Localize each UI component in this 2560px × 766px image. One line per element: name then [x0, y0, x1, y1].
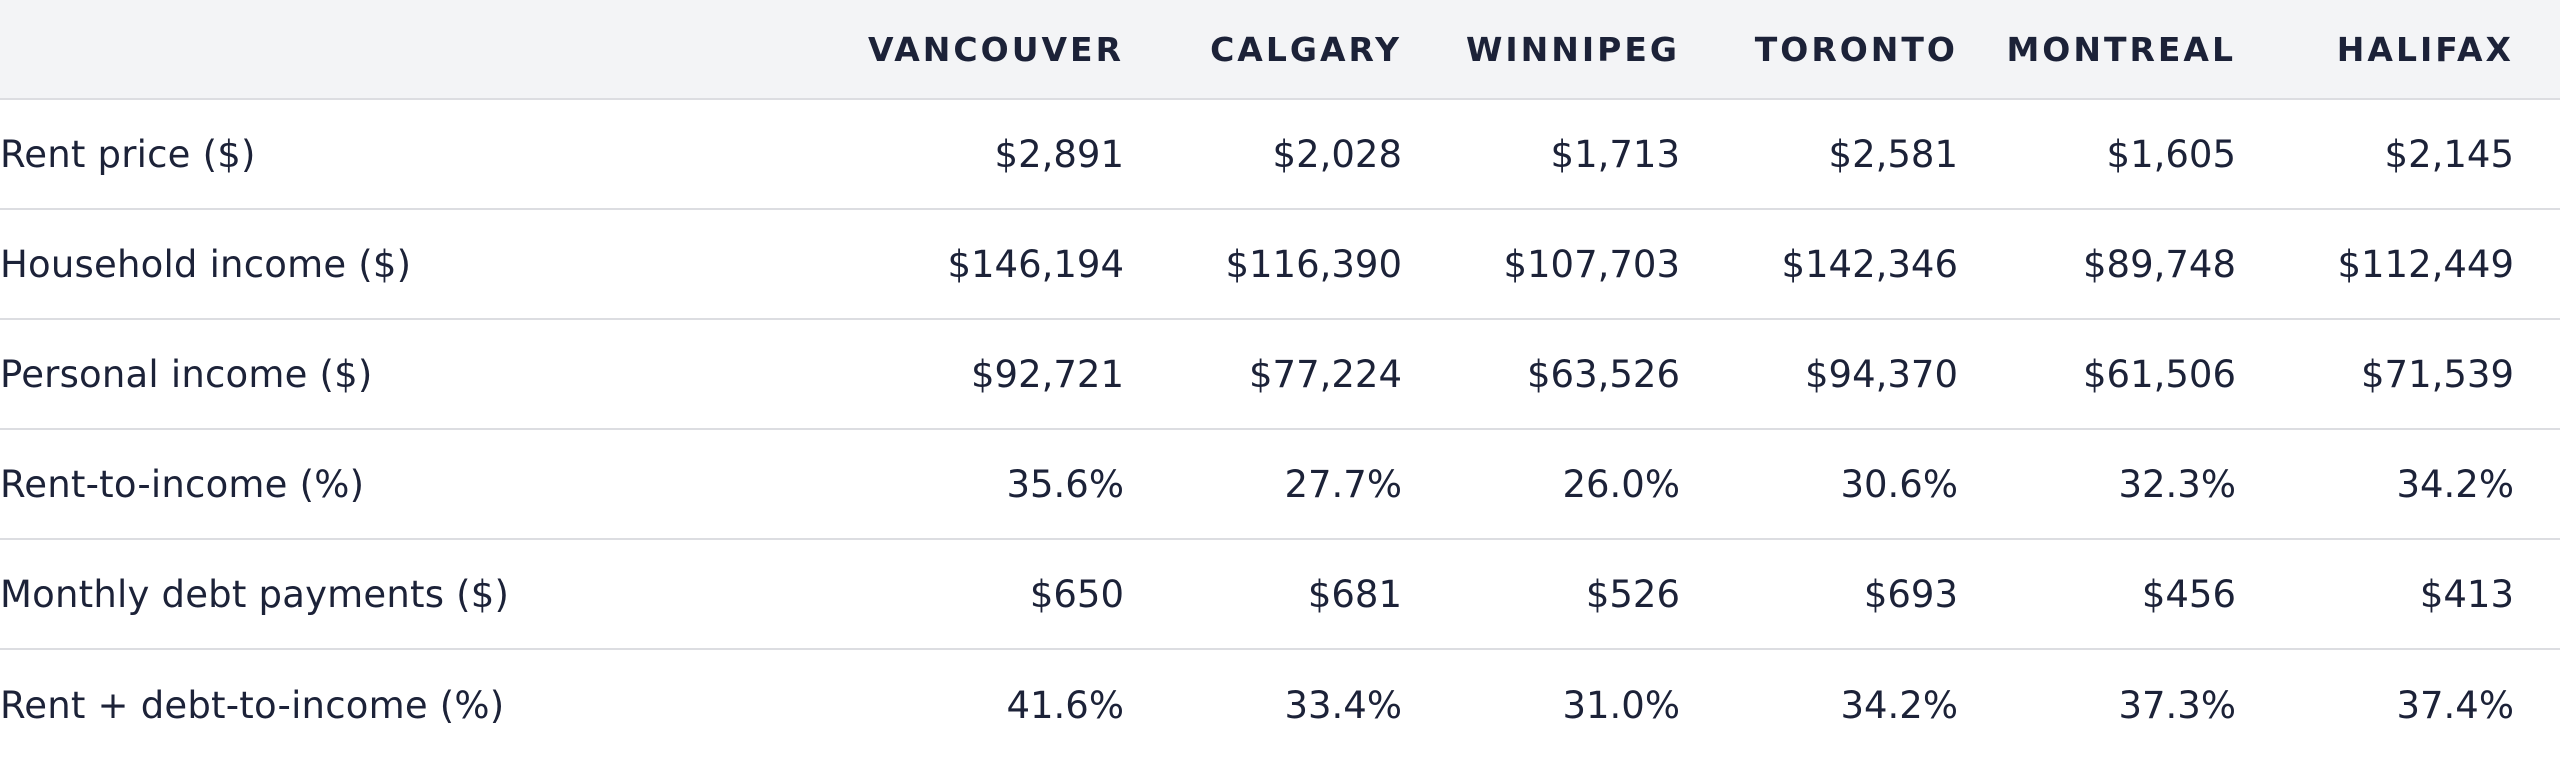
- row-label: Personal income ($): [0, 352, 373, 396]
- table-cell: $94,370: [1804, 352, 1958, 396]
- column-header-halifax: HALIFAX: [2336, 29, 2514, 69]
- table-row: Rent price ($) $2,891 $2,028 $1,713 $2,5…: [0, 100, 2560, 210]
- table-cell: $107,703: [1503, 242, 1680, 286]
- column-header-calgary: CALGARY: [1210, 29, 1402, 69]
- table-cell: 41.6%: [1006, 683, 1124, 727]
- table-cell: $112,449: [2337, 242, 2514, 286]
- column-header-winnipeg: WINNIPEG: [1465, 29, 1680, 69]
- table-cell: $456: [2141, 572, 2236, 616]
- table-cell: $71,539: [2360, 352, 2514, 396]
- table-cell: $1,713: [1550, 132, 1680, 176]
- table-cell: $77,224: [1248, 352, 1402, 396]
- table-header-row: VANCOUVER CALGARY WINNIPEG TORONTO MONTR…: [0, 0, 2560, 100]
- table-row: Household income ($) $146,194 $116,390 $…: [0, 210, 2560, 320]
- table-cell: 33.4%: [1284, 683, 1402, 727]
- table-cell: $92,721: [970, 352, 1124, 396]
- table-cell: $650: [1029, 572, 1124, 616]
- row-label: Household income ($): [0, 242, 412, 286]
- table-cell: $526: [1585, 572, 1680, 616]
- column-header-vancouver: VANCOUVER: [867, 29, 1124, 69]
- table-cell: $63,526: [1526, 352, 1680, 396]
- header-corner-cell: [0, 0, 860, 100]
- table-cell: $2,145: [2384, 132, 2514, 176]
- table-row: Personal income ($) $92,721 $77,224 $63,…: [0, 320, 2560, 430]
- table-cell: 32.3%: [2118, 462, 2236, 506]
- table-cell: $2,581: [1828, 132, 1958, 176]
- table-cell: $693: [1863, 572, 1958, 616]
- column-header-toronto: TORONTO: [1754, 29, 1958, 69]
- row-label: Rent price ($): [0, 132, 256, 176]
- table-cell: $1,605: [2106, 132, 2236, 176]
- row-label: Monthly debt payments ($): [0, 572, 510, 616]
- table-cell: 35.6%: [1006, 462, 1124, 506]
- table-row: Rent-to-income (%) 35.6% 27.7% 26.0% 30.…: [0, 430, 2560, 540]
- table-cell: $61,506: [2082, 352, 2236, 396]
- table-cell: $2,028: [1272, 132, 1402, 176]
- table-cell: 34.2%: [1840, 683, 1958, 727]
- table-cell: 34.2%: [2396, 462, 2514, 506]
- table-row: Monthly debt payments ($) $650 $681 $526…: [0, 540, 2560, 650]
- row-label: Rent + debt-to-income (%): [0, 683, 505, 727]
- table-cell: 31.0%: [1562, 683, 1680, 727]
- table-row: Rent + debt-to-income (%) 41.6% 33.4% 31…: [0, 650, 2560, 760]
- table-cell: 37.3%: [2118, 683, 2236, 727]
- table-cell: 37.4%: [2396, 683, 2514, 727]
- table-cell: $116,390: [1225, 242, 1402, 286]
- table-cell: $89,748: [2082, 242, 2236, 286]
- table-cell: 26.0%: [1562, 462, 1680, 506]
- table-cell: $681: [1307, 572, 1402, 616]
- table-cell: 30.6%: [1840, 462, 1958, 506]
- table-cell: 27.7%: [1284, 462, 1402, 506]
- row-label: Rent-to-income (%): [0, 462, 365, 506]
- table-cell: $146,194: [947, 242, 1124, 286]
- table-cell: $142,346: [1781, 242, 1958, 286]
- table-cell: $413: [2419, 572, 2514, 616]
- column-header-montreal: MONTREAL: [2006, 29, 2236, 69]
- table-cell: $2,891: [994, 132, 1124, 176]
